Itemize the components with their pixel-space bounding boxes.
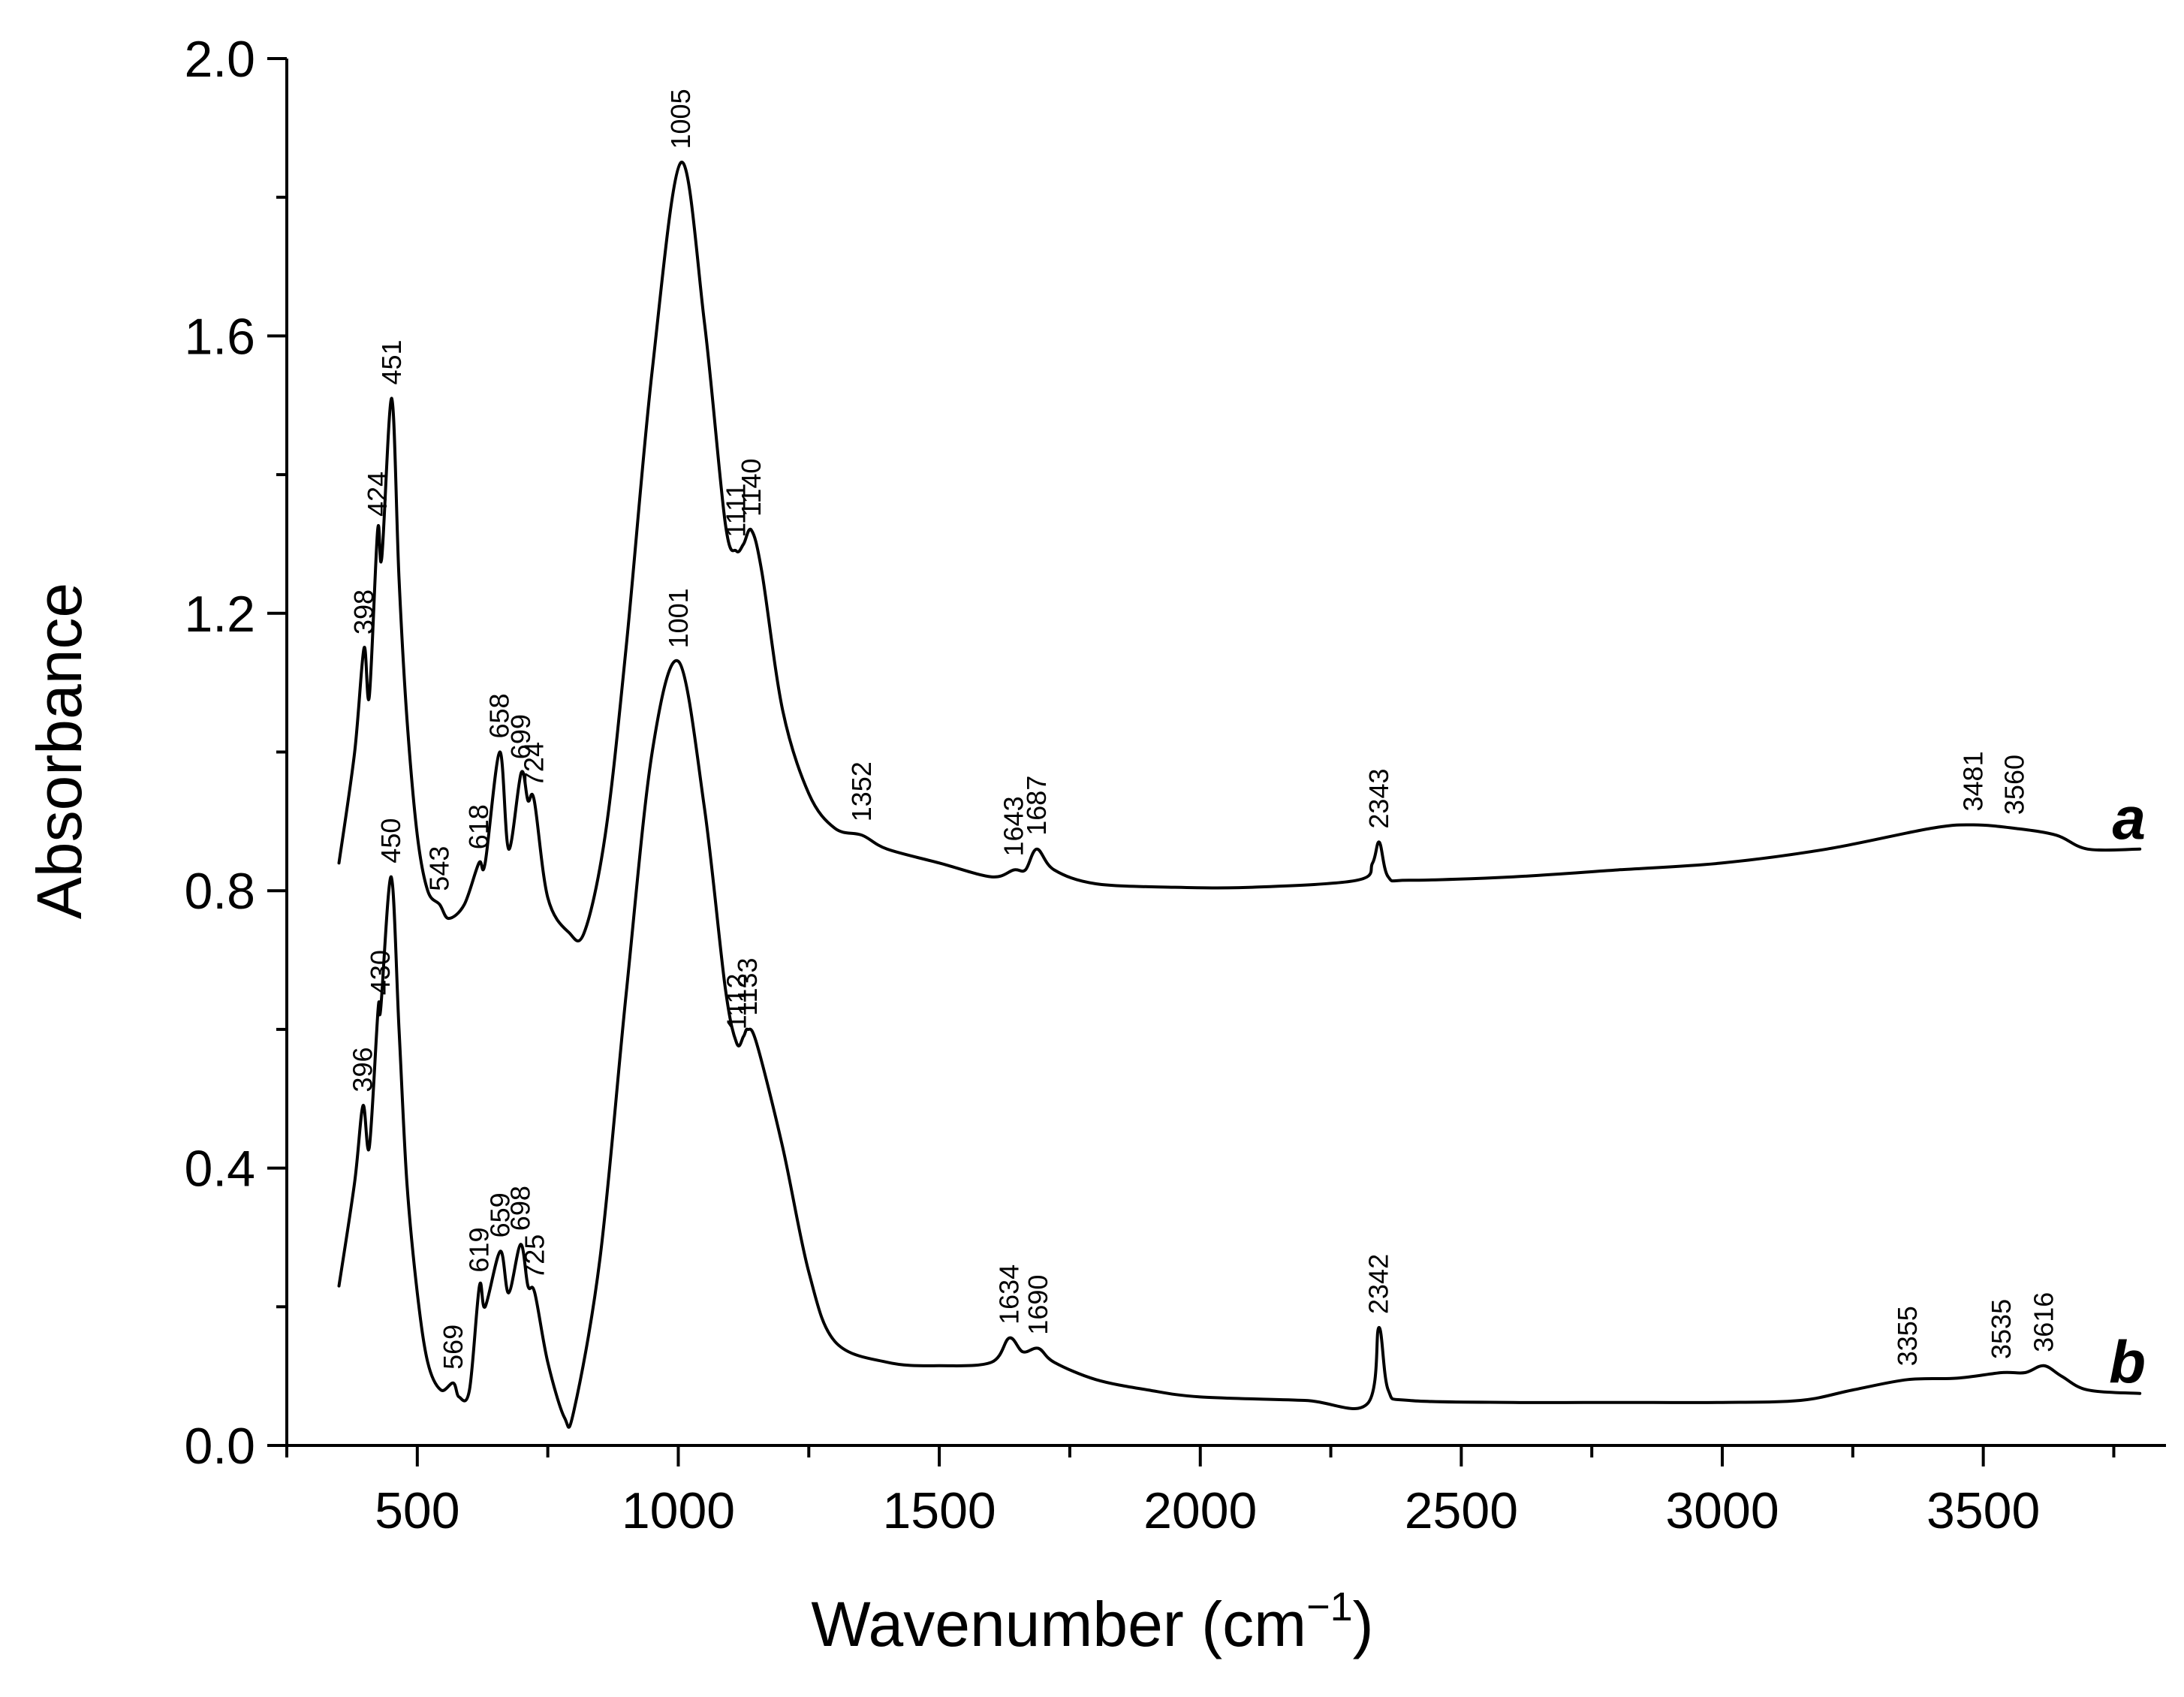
peak-label-b-3355: 3355 [1892, 1306, 1923, 1366]
y-axis-title: Absorbance [24, 583, 95, 919]
x-axis-title: Wavenumber (cm−1) [811, 1584, 1373, 1659]
peak-label-b-1634: 1634 [993, 1264, 1024, 1325]
peak-label-b-2342: 2342 [1363, 1254, 1394, 1314]
peak-label-a-724: 724 [519, 742, 550, 787]
peak-label-a-424: 424 [362, 472, 393, 517]
x-tick-label-500: 500 [375, 1482, 459, 1539]
series-label-a: a [2113, 785, 2146, 852]
peak-label-b-396: 396 [348, 1047, 378, 1092]
peak-label-a-1111: 1111 [721, 484, 752, 538]
peak-label-b-569: 569 [438, 1325, 468, 1370]
peak-label-b-1112: 1112 [721, 974, 752, 1030]
peak-label-b-450: 450 [375, 818, 406, 864]
peak-label-a-1643: 1643 [999, 796, 1029, 856]
peak-label-a-3560: 3560 [1999, 755, 2029, 815]
peak-label-a-543: 543 [424, 846, 455, 891]
peak-label-b-3616: 3616 [2028, 1292, 2059, 1352]
series-labels: ab [2109, 785, 2146, 1396]
series-b-line [337, 659, 2142, 1429]
y-tick-label-1.6: 1.6 [184, 308, 255, 365]
peak-label-a-699: 699 [505, 714, 536, 759]
peak-label-b-3535: 3535 [1986, 1299, 2017, 1359]
peak-label-b-619: 619 [464, 1228, 495, 1273]
peak-label-a-451: 451 [376, 339, 407, 384]
series-label-b: b [2109, 1329, 2146, 1396]
peak-label-a-618: 618 [463, 804, 494, 849]
y-tick-label-2.0: 2.0 [184, 31, 255, 88]
y-tick-label-0.4: 0.4 [184, 1141, 255, 1198]
x-ticks: 500 1000 1500 2000 2500 3000 3500 [285, 1445, 2116, 1539]
x-tick-label-1000: 1000 [622, 1482, 735, 1539]
peak-label-a-1140: 1140 [736, 459, 767, 517]
peak-label-b-1690: 1690 [1023, 1275, 1053, 1335]
y-ticks: 0.0 0.4 0.8 1.2 1.6 2.0 [184, 31, 287, 1475]
peak-label-a-658: 658 [484, 693, 515, 738]
x-axis-title-superscript: −1 [1306, 1584, 1353, 1629]
x-tick-label-3500: 3500 [1926, 1482, 2040, 1539]
x-axis-title-main: Wavenumber (cm [811, 1589, 1306, 1659]
axes [285, 59, 2166, 1447]
peak-label-b-1001: 1001 [663, 588, 694, 648]
peak-label-a-1005: 1005 [665, 89, 696, 149]
peak-label-a-3481: 3481 [1957, 751, 1988, 811]
peak-label-b-698: 698 [505, 1186, 536, 1231]
y-tick-label-1.2: 1.2 [184, 586, 255, 643]
peak-label-a-1687: 1687 [1021, 776, 1052, 836]
peak-label-b-725: 725 [519, 1234, 550, 1280]
y-tick-label-0.8: 0.8 [184, 863, 255, 920]
peak-label-b-659: 659 [484, 1192, 515, 1237]
peak-label-b-430: 430 [365, 950, 396, 995]
x-tick-label-1500: 1500 [882, 1482, 996, 1539]
series-a-line [337, 161, 2142, 943]
y-tick-label-0.0: 0.0 [184, 1418, 255, 1475]
x-tick-label-2000: 2000 [1143, 1482, 1257, 1539]
peak-label-b-1133: 1133 [732, 957, 763, 1015]
peak-label-a-1352: 1352 [846, 761, 877, 821]
peak-label-a-398: 398 [348, 589, 379, 634]
x-tick-label-2500: 2500 [1405, 1482, 1518, 1539]
x-tick-label-3000: 3000 [1665, 1482, 1779, 1539]
x-axis-title-close: ) [1353, 1589, 1374, 1659]
peak-label-a-2343: 2343 [1363, 769, 1394, 829]
series-layer [337, 161, 2142, 1429]
